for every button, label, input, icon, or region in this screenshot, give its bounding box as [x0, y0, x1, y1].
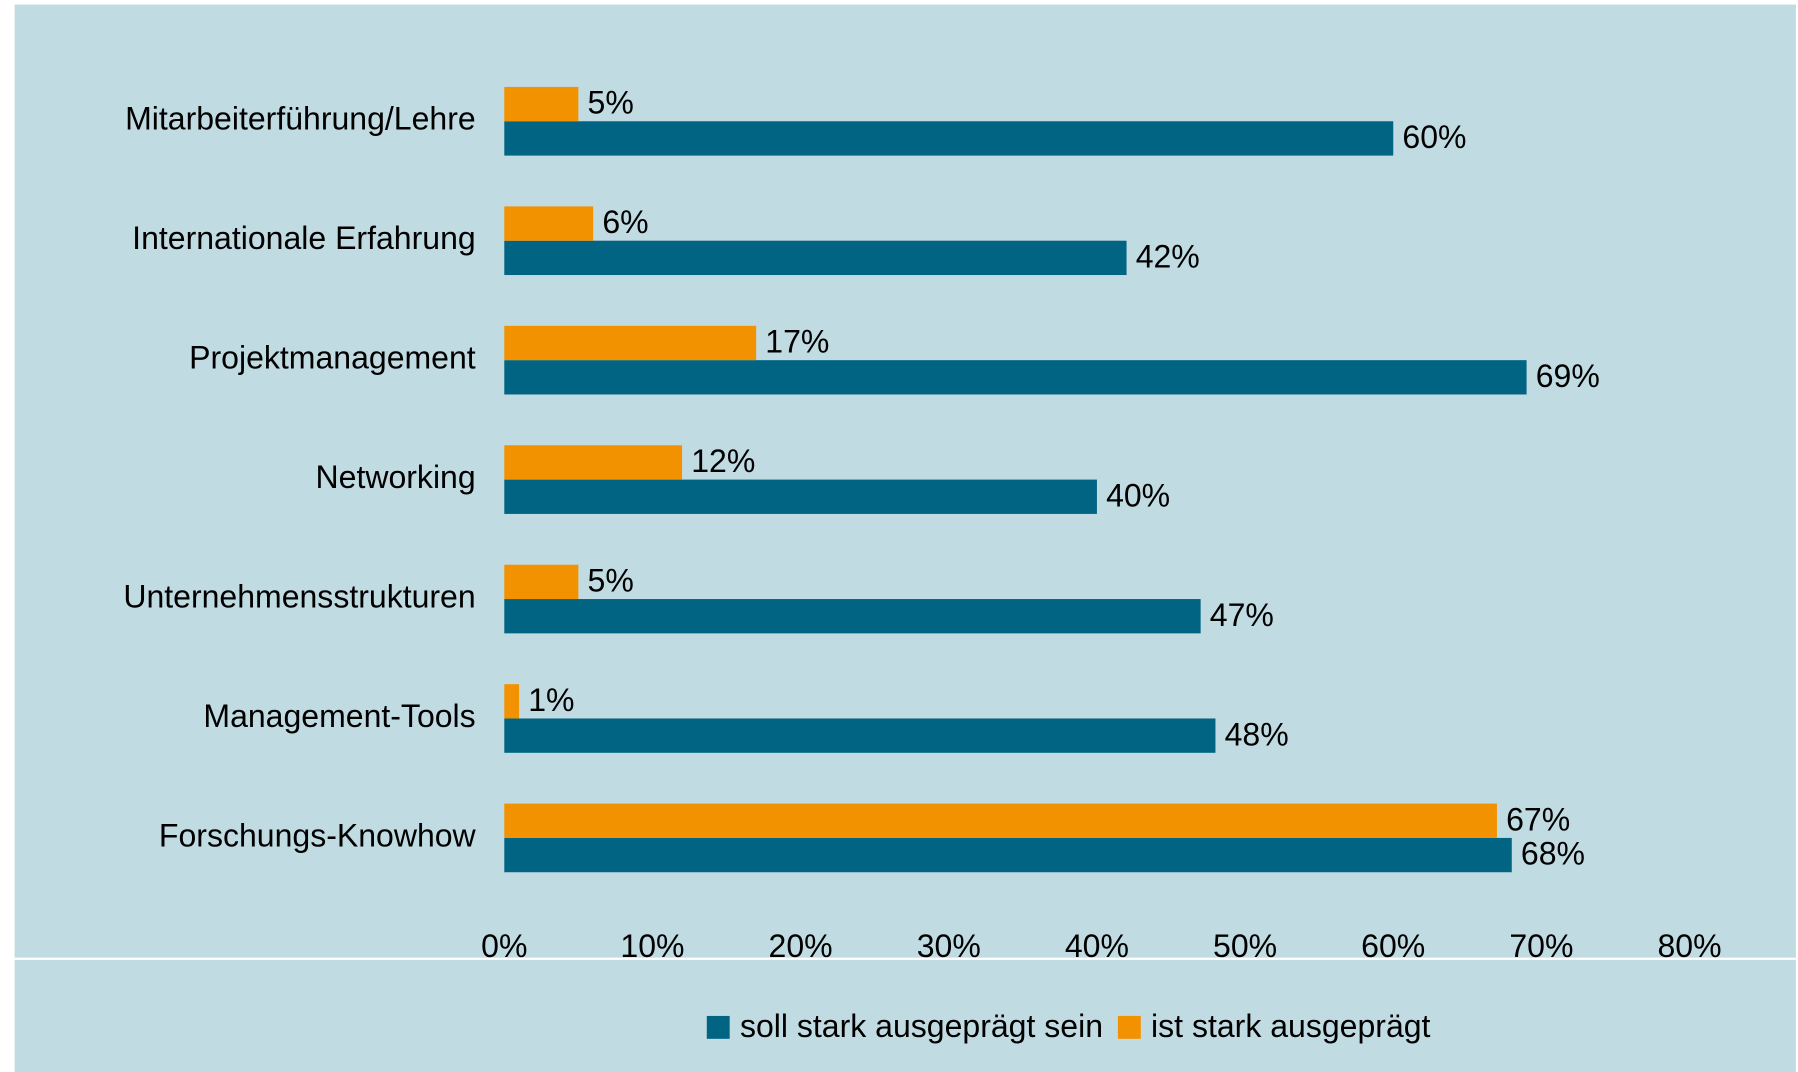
value-label: 47%	[1210, 597, 1274, 633]
bar	[504, 837, 1512, 873]
value-label: 67%	[1506, 801, 1570, 837]
value-label: 5%	[588, 562, 634, 598]
legend-label: soll stark ausgeprägt sein	[740, 1008, 1103, 1044]
y-tick-label: Projektmanagement	[189, 340, 476, 376]
x-tick-label: 80%	[1658, 928, 1722, 964]
y-tick-label: Mitarbeiterführung/Lehre	[125, 101, 476, 137]
x-tick-label: 40%	[1065, 928, 1129, 964]
value-label: 68%	[1521, 836, 1585, 872]
bar	[504, 121, 1394, 156]
y-tick-label: Networking	[316, 459, 476, 495]
bar	[504, 206, 594, 241]
y-tick-label: Internationale Erfahrung	[132, 220, 476, 256]
bar	[504, 684, 520, 719]
value-label: 40%	[1106, 477, 1170, 513]
legend-swatch	[706, 1015, 730, 1039]
x-tick-label: 20%	[769, 928, 833, 964]
bar	[504, 445, 683, 480]
bar	[504, 86, 579, 122]
bar	[504, 240, 1127, 276]
legend-label: ist stark ausgeprägt	[1151, 1008, 1430, 1044]
bar	[504, 360, 1527, 395]
legend-swatch	[1117, 1015, 1141, 1039]
x-tick-label: 50%	[1213, 928, 1277, 964]
x-tick-label: 70%	[1509, 928, 1573, 964]
value-label: 42%	[1136, 238, 1200, 274]
bar	[504, 564, 579, 600]
x-tick-label: 30%	[917, 928, 981, 964]
x-tick-label: 0%	[481, 928, 527, 964]
bar	[504, 803, 1497, 838]
value-label: 60%	[1402, 119, 1466, 155]
bar	[504, 599, 1201, 634]
value-label: 1%	[528, 682, 574, 718]
value-label: 12%	[691, 443, 755, 479]
y-tick-label: Unternehmensstrukturen	[123, 579, 475, 615]
value-label: 5%	[588, 85, 634, 121]
y-tick-label: Management-Tools	[203, 698, 475, 734]
value-label: 6%	[602, 204, 648, 240]
x-tick-label: 10%	[620, 928, 684, 964]
bar	[504, 325, 757, 361]
y-tick-label: Forschungs-Knowhow	[159, 817, 477, 853]
value-label: 48%	[1225, 716, 1289, 752]
plot-background	[14, 4, 1796, 1072]
value-label: 17%	[765, 324, 829, 360]
bar	[504, 718, 1216, 753]
value-label: 69%	[1536, 358, 1600, 394]
x-tick-label: 60%	[1361, 928, 1425, 964]
bar	[504, 479, 1097, 514]
